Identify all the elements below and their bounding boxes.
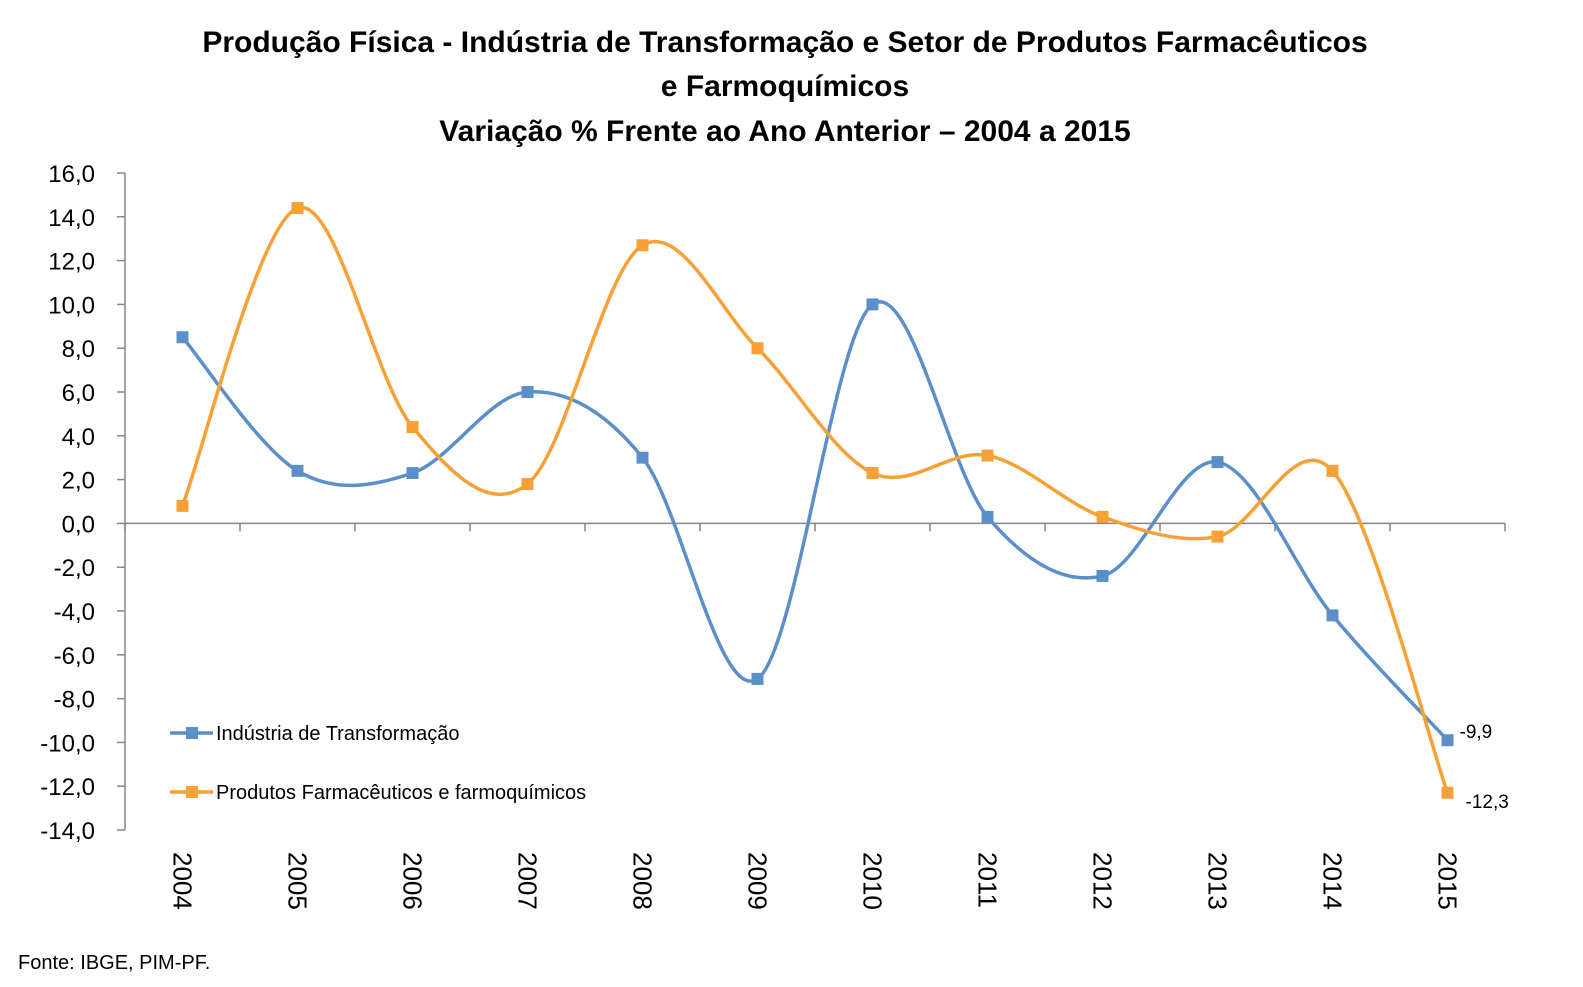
data-point — [521, 386, 534, 398]
y-tick-label: -6,0 — [54, 643, 95, 670]
y-tick-label: 0,0 — [62, 511, 95, 538]
data-label: -12,3 — [1466, 792, 1509, 813]
data-label: -9,9 — [1460, 722, 1493, 743]
x-tick-label: 2006 — [398, 852, 428, 910]
data-point — [1326, 609, 1339, 622]
x-tick-label: 2012 — [1088, 852, 1118, 910]
data-point — [1096, 510, 1109, 523]
legend-entry-label: Indústria de Transformação — [216, 723, 459, 745]
data-point — [1441, 786, 1454, 799]
y-tick-label: -8,0 — [54, 687, 95, 714]
y-tick-label: 4,0 — [62, 424, 95, 451]
y-tick-label: -12,0 — [40, 774, 95, 801]
data-point — [866, 298, 879, 311]
data-point — [751, 672, 764, 685]
source-note: Fonte: IBGE, PIM-PF. — [18, 952, 211, 974]
x-tick-label: 2014 — [1318, 852, 1348, 910]
data-point — [521, 477, 534, 490]
data-point — [1326, 464, 1339, 477]
series-markers — [176, 202, 1454, 799]
chart-title-line-2: e Farmoquímicos — [661, 70, 909, 103]
y-tick-label: 10,0 — [48, 292, 95, 319]
y-tick-label: -10,0 — [40, 730, 95, 757]
data-point — [1441, 734, 1454, 747]
data-point — [636, 239, 649, 252]
data-point — [636, 451, 649, 464]
x-tick-label: 2004 — [168, 852, 198, 910]
y-tick-label: -14,0 — [40, 818, 95, 845]
legend-swatch-marker — [186, 786, 198, 798]
data-point — [1096, 569, 1109, 582]
y-tick-label: -2,0 — [54, 555, 95, 582]
y-tick-label: 8,0 — [62, 336, 95, 363]
data-point — [1211, 456, 1224, 469]
chart-title-line-1: Produção Física - Indústria de Transform… — [202, 26, 1367, 59]
data-point — [291, 464, 304, 477]
data-point — [1211, 530, 1224, 543]
data-point — [176, 331, 189, 344]
x-tick-label: 2011 — [973, 852, 1003, 908]
data-point — [406, 421, 419, 434]
x-tick-label: 2007 — [513, 852, 543, 910]
y-tick-label: 6,0 — [62, 380, 95, 407]
legend-swatch-marker — [186, 727, 198, 739]
data-point — [866, 467, 879, 480]
data-point — [406, 467, 419, 480]
data-point — [751, 342, 764, 355]
x-tick-label: 2013 — [1203, 852, 1233, 910]
data-point — [981, 510, 994, 523]
x-tick-label: 2010 — [858, 852, 888, 910]
chart-title: Produção Física - Indústria de Transform… — [202, 26, 1367, 148]
data-labels: -9,9 -12,3 — [1460, 722, 1509, 813]
data-point — [176, 499, 189, 512]
legend-entry-label: Produtos Farmacêuticos e farmoquímicos — [216, 782, 586, 804]
data-point — [981, 449, 994, 462]
x-tick-label: 2009 — [743, 852, 773, 910]
x-tick-label: 2008 — [628, 852, 658, 910]
y-tick-label: 14,0 — [48, 205, 95, 232]
y-tick-label: 2,0 — [62, 468, 95, 495]
series-line-2 — [180, 205, 1450, 794]
series-line-1 — [181, 300, 1449, 742]
x-tick-label: 2005 — [283, 852, 313, 910]
x-axis-ticks: 2004 2005 2006 2007 2008 2009 2010 2011 2012 2013… — [168, 852, 1463, 910]
y-axis-ticks: 16,0 14,0 12,0 10,0 8,0 6,0 4,0 2,0 0,0 -2,0 -4,0 -… — [40, 161, 125, 845]
y-tick-label: -4,0 — [54, 599, 95, 626]
series-lines — [180, 205, 1450, 794]
x-tick-label: 2015 — [1433, 852, 1463, 910]
y-tick-label: 12,0 — [48, 249, 95, 276]
chart-title-line-3: Variação % Frente ao Ano Anterior – 2004… — [439, 115, 1130, 148]
y-tick-label: 16,0 — [48, 161, 95, 188]
data-point — [291, 202, 304, 215]
legend: Indústria de Transformação Produtos Farma… — [170, 723, 586, 804]
